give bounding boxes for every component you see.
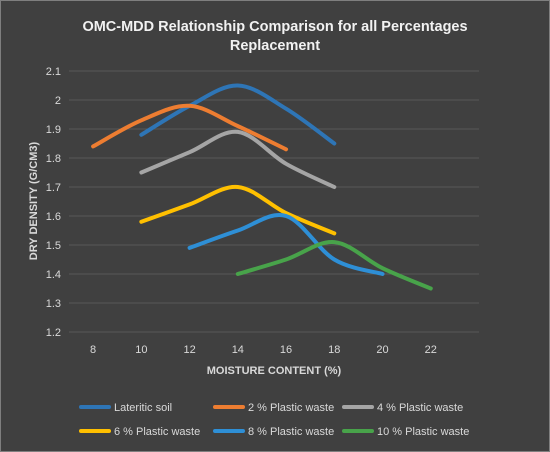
legend: Lateritic soil 2 % Plastic waste 4 % Plast… — [79, 402, 469, 438]
series-lines — [91, 83, 433, 291]
series-line-2 — [91, 103, 289, 152]
series-line-4 — [139, 184, 337, 236]
y-tick-labels: 1.2 1.3 1.4 1.5 1.6 1.7 1.8 1.9 2 2.1 — [46, 66, 61, 339]
x-tick-label: 20 — [376, 344, 388, 356]
x-tick-labels: 8 10 12 14 16 18 20 22 — [90, 344, 437, 356]
legend-label: 2 % Plastic waste — [248, 402, 334, 414]
x-tick-label: 16 — [280, 344, 292, 356]
y-tick-label: 1.3 — [46, 298, 61, 310]
chart-title-line-2: Replacement — [230, 38, 320, 54]
legend-label: Lateritic soil — [114, 402, 172, 414]
y-tick-label: 1.7 — [46, 182, 61, 194]
y-tick-label: 1.8 — [46, 153, 61, 165]
legend-label: 10 % Plastic waste — [377, 426, 469, 438]
x-tick-label: 14 — [232, 344, 244, 356]
y-tick-label: 1.2 — [46, 327, 61, 339]
x-axis-title: MOISTURE CONTENT (%) — [207, 365, 342, 377]
y-tick-label: 2 — [55, 95, 61, 107]
legend-label: 8 % Plastic waste — [248, 426, 334, 438]
y-tick-label: 2.1 — [46, 66, 61, 78]
x-tick-label: 18 — [328, 344, 340, 356]
y-tick-label: 1.4 — [46, 269, 61, 281]
chart-title-line-1: OMC-MDD Relationship Comparison for all … — [82, 19, 467, 35]
gridlines — [69, 70, 479, 333]
x-tick-label: 10 — [135, 344, 147, 356]
y-tick-label: 1.6 — [46, 211, 61, 223]
series-line-5 — [187, 213, 385, 276]
legend-label: 4 % Plastic waste — [377, 402, 463, 414]
series-line-6 — [235, 240, 433, 291]
y-axis-title: DRY DENSITY (G/CM3) — [28, 141, 40, 260]
y-tick-label: 1.5 — [46, 240, 61, 252]
series-line-3 — [139, 129, 337, 189]
x-tick-label: 22 — [425, 344, 437, 356]
x-tick-label: 8 — [90, 344, 96, 356]
legend-label: 6 % Plastic waste — [114, 426, 200, 438]
x-tick-label: 12 — [183, 344, 195, 356]
y-tick-label: 1.9 — [46, 124, 61, 136]
series-line-1 — [139, 83, 337, 146]
